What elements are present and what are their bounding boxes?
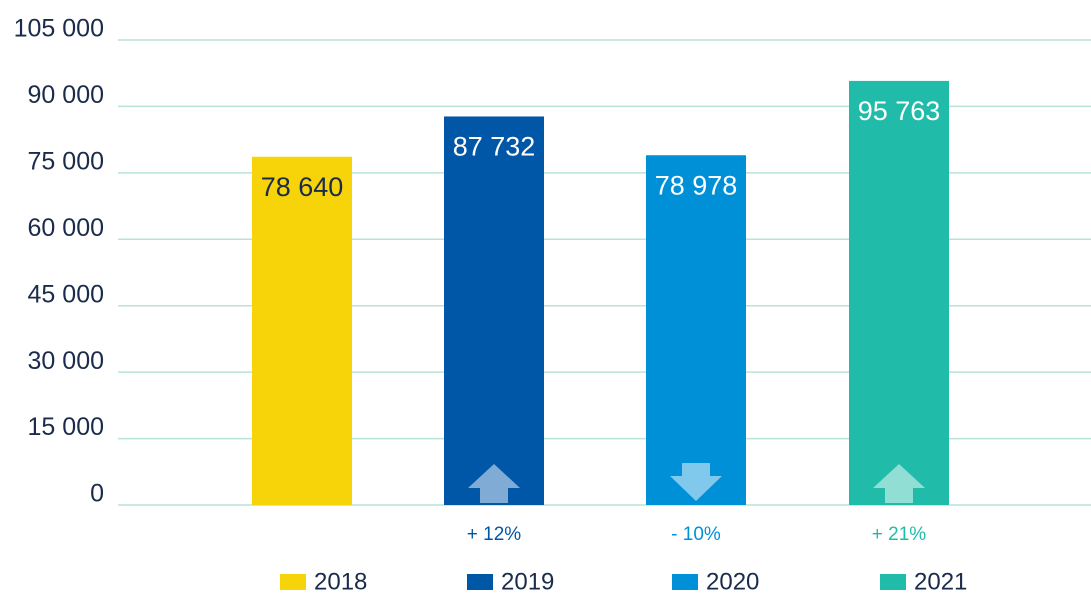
legend-label: 2020 xyxy=(706,568,759,595)
legend-swatch xyxy=(672,574,698,590)
y-tick-label: 90 000 xyxy=(28,81,104,109)
y-tick-label: 15 000 xyxy=(28,413,104,441)
change-label: - 10% xyxy=(671,524,721,545)
legend-label: 2018 xyxy=(314,568,367,595)
change-label: + 12% xyxy=(467,524,522,545)
legend-swatch xyxy=(280,574,306,590)
y-tick-label: 30 000 xyxy=(28,347,104,375)
value-label: 95 763 xyxy=(858,96,941,126)
y-tick-label: 45 000 xyxy=(28,280,104,308)
legend-swatch xyxy=(467,574,493,590)
y-tick-label: 105 000 xyxy=(14,15,104,43)
value-label: 87 732 xyxy=(453,132,536,162)
change-label: + 21% xyxy=(872,524,927,545)
legend-label: 2021 xyxy=(914,568,967,595)
y-tick-label: 0 xyxy=(90,480,104,508)
value-label: 78 978 xyxy=(655,170,738,200)
change-arrow xyxy=(873,464,925,503)
legend-label: 2019 xyxy=(501,568,554,595)
bar xyxy=(646,155,746,505)
y-tick-label: 75 000 xyxy=(28,147,104,175)
bar xyxy=(444,116,544,506)
y-tick-label: 60 000 xyxy=(28,214,104,242)
value-label: 78 640 xyxy=(261,172,344,202)
bar xyxy=(849,80,949,506)
change-arrow xyxy=(670,463,722,501)
legend-swatch xyxy=(880,574,906,590)
bar xyxy=(252,156,352,506)
change-arrow xyxy=(468,464,520,503)
